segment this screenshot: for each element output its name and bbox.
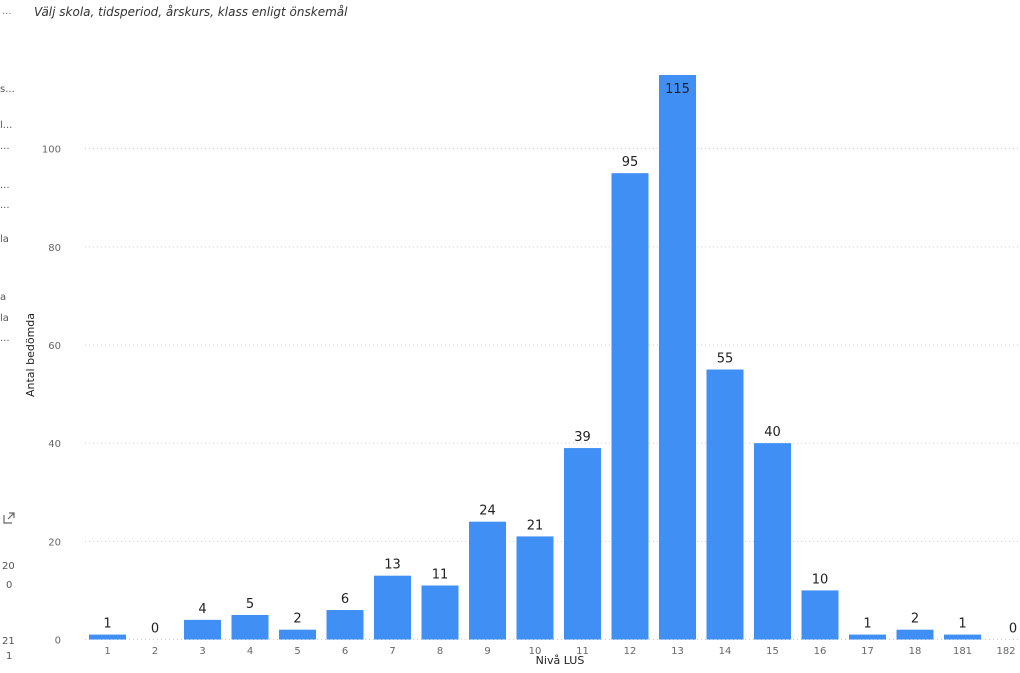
x-tick-label: 17 bbox=[861, 646, 874, 657]
y-axis-ticks: 0 20 40 60 80 100 bbox=[42, 145, 61, 647]
bar-4[interactable] bbox=[231, 614, 269, 640]
sidebar-fragment-11: 0 bbox=[6, 580, 13, 591]
data-label-5: 2 bbox=[293, 612, 301, 627]
data-label-17: 1 bbox=[863, 617, 871, 632]
bar-15[interactable] bbox=[754, 443, 791, 640]
sidebar-fragment-10: 20 bbox=[2, 561, 15, 572]
y-tick-label: 60 bbox=[48, 341, 61, 352]
bar-16[interactable] bbox=[801, 590, 839, 640]
x-tick-label: 4 bbox=[247, 646, 253, 657]
sidebar-fragment-2: l... bbox=[0, 120, 13, 131]
y-tick-label: 100 bbox=[42, 145, 61, 156]
data-label-13: 115 bbox=[665, 82, 690, 97]
y-tick-label: 0 bbox=[55, 636, 61, 647]
data-label-181: 1 bbox=[958, 617, 966, 632]
x-tick-label: 6 bbox=[342, 646, 348, 657]
bar-7[interactable] bbox=[374, 575, 411, 640]
x-tick-label: 1 bbox=[104, 646, 110, 657]
bar-12[interactable] bbox=[611, 173, 649, 640]
sidebar-fragment-4: ... bbox=[0, 180, 10, 191]
data-label-10: 21 bbox=[527, 518, 544, 533]
bar-1[interactable] bbox=[89, 634, 126, 640]
data-label-15: 40 bbox=[764, 425, 781, 440]
x-tick-label: 181 bbox=[953, 646, 972, 657]
sidebar-fragment-8: la bbox=[0, 313, 9, 324]
y-tick-label: 40 bbox=[48, 439, 61, 450]
y-tick-label: 80 bbox=[48, 243, 61, 254]
x-axis-ticks: 1 2 3 4 5 6 7 8 9 10 11 12 13 14 15 16 17 18 181 182 bbox=[104, 646, 1015, 657]
x-tick-label: 2 bbox=[152, 646, 158, 657]
sidebar-fragment-12: 21 bbox=[2, 636, 15, 647]
expand-icon[interactable] bbox=[3, 512, 15, 524]
bar-17[interactable] bbox=[849, 634, 886, 640]
data-label-12: 95 bbox=[622, 155, 639, 170]
data-label-7: 13 bbox=[384, 558, 401, 573]
bar-18[interactable] bbox=[896, 629, 934, 640]
sidebar-fragment-6: la bbox=[0, 234, 9, 245]
x-tick-label: 8 bbox=[437, 646, 443, 657]
x-tick-label: 9 bbox=[484, 646, 490, 657]
x-tick-label: 13 bbox=[671, 646, 684, 657]
bar-9[interactable] bbox=[469, 521, 506, 640]
x-tick-label: 18 bbox=[909, 646, 922, 657]
bar-5[interactable] bbox=[279, 629, 316, 640]
sidebar-fragment-3: ... bbox=[0, 141, 10, 152]
sidebar-fragment-5: ... bbox=[0, 200, 10, 211]
data-label-16: 10 bbox=[812, 572, 829, 587]
sidebar-fragment-7: a bbox=[0, 292, 7, 303]
bar-181[interactable] bbox=[944, 634, 981, 640]
x-tick-label: 16 bbox=[814, 646, 827, 657]
data-label-14: 55 bbox=[717, 352, 734, 367]
x-tick-label: 182 bbox=[996, 646, 1015, 657]
data-label-9: 24 bbox=[479, 504, 496, 519]
bars bbox=[89, 75, 981, 640]
bar-6[interactable] bbox=[326, 610, 364, 640]
y-axis-title: Antal bedömda bbox=[24, 313, 37, 397]
bar-14[interactable] bbox=[706, 369, 744, 640]
bar-8[interactable] bbox=[421, 585, 459, 640]
data-label-4: 5 bbox=[246, 597, 254, 612]
data-label-182: 0 bbox=[1009, 622, 1017, 637]
data-label-11: 39 bbox=[574, 430, 591, 445]
data-label-2: 0 bbox=[151, 622, 159, 637]
bar-13[interactable] bbox=[659, 75, 696, 640]
x-axis-title: Nivå LUS bbox=[536, 654, 585, 667]
sidebar-fragment-1: s... bbox=[0, 84, 15, 95]
x-tick-label: 10 bbox=[529, 646, 542, 657]
x-tick-label: 14 bbox=[719, 646, 732, 657]
x-tick-label: 3 bbox=[199, 646, 205, 657]
bar-10[interactable] bbox=[516, 536, 554, 640]
x-tick-label: 5 bbox=[294, 646, 300, 657]
bar-3[interactable] bbox=[184, 619, 221, 640]
sidebar-fragment-13: 1 bbox=[6, 651, 13, 662]
x-tick-label: 7 bbox=[389, 646, 395, 657]
sidebar-fragment-9: ... bbox=[0, 333, 10, 344]
data-label-6: 6 bbox=[341, 592, 349, 607]
data-label-1: 1 bbox=[103, 617, 111, 632]
x-tick-label: 11 bbox=[576, 646, 589, 657]
data-label-3: 4 bbox=[198, 602, 206, 617]
bar-11[interactable] bbox=[564, 448, 601, 640]
page-subtitle: Välj skola, tidsperiod, årskurs, klass e… bbox=[34, 5, 348, 19]
x-tick-label: 12 bbox=[624, 646, 637, 657]
data-label-18: 2 bbox=[911, 612, 919, 627]
data-label-8: 11 bbox=[432, 568, 449, 583]
truncated-panel-marker: ... bbox=[2, 6, 12, 17]
y-tick-label: 20 bbox=[48, 537, 61, 548]
x-tick-label: 15 bbox=[766, 646, 779, 657]
